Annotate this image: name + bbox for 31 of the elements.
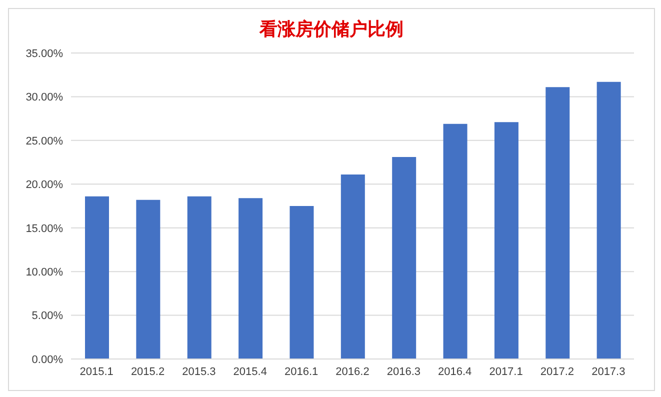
x-tick-label: 2016.1 (284, 366, 318, 378)
y-tick-label: 0.00% (32, 354, 64, 366)
y-tick-label: 25.00% (26, 135, 64, 148)
bar (494, 122, 518, 359)
x-tick-label: 2016.4 (438, 366, 472, 378)
x-tick-label: 2017.1 (489, 366, 523, 378)
y-tick-label: 10.00% (26, 266, 64, 278)
bar (596, 82, 621, 359)
y-tick-label: 15.00% (26, 222, 64, 235)
x-tick-label: 2017.3 (592, 366, 626, 378)
bar (187, 196, 212, 359)
x-tick-label: 2016.2 (336, 366, 370, 378)
bar (85, 196, 109, 359)
chart-title: 看涨房价储户比例 (258, 18, 404, 42)
bar (136, 200, 160, 359)
y-tick-label: 5.00% (32, 310, 64, 322)
y-tick-label: 35.00% (26, 48, 64, 60)
x-tick-label: 2017.2 (540, 366, 574, 378)
bar (443, 124, 468, 359)
x-tick-label: 2016.3 (386, 366, 421, 378)
x-tick-label: 2015.4 (233, 366, 267, 378)
y-tick-label: 20.00% (26, 179, 64, 192)
y-tick-label: 30.00% (26, 92, 64, 104)
x-tick-label: 2015.2 (130, 366, 165, 378)
bar (340, 174, 365, 359)
bar (546, 87, 570, 359)
x-tick-label: 2015.3 (182, 366, 216, 378)
bar (290, 206, 314, 359)
bar (392, 157, 416, 359)
x-tick-label: 2015.1 (80, 366, 114, 378)
bar (238, 198, 263, 359)
